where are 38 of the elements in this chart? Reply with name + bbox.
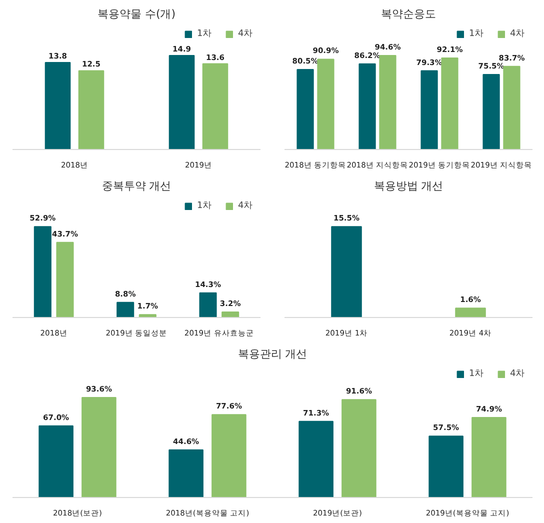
bar xyxy=(44,62,71,150)
legend-label: 4차 xyxy=(238,28,254,40)
bar xyxy=(298,420,334,498)
bar xyxy=(168,449,204,498)
legend-label: 1차 xyxy=(469,368,485,380)
legend-label: 4차 xyxy=(238,200,254,212)
chart-title: 복약순응도 xyxy=(381,8,436,20)
legend-label: 1차 xyxy=(197,28,213,40)
bar xyxy=(503,66,520,150)
chart-title: 복용관리 개선 xyxy=(238,348,308,360)
bar xyxy=(482,74,500,150)
bar xyxy=(317,58,334,150)
bar xyxy=(199,292,217,318)
bar xyxy=(222,312,240,318)
bar xyxy=(212,414,246,498)
bar xyxy=(34,226,52,318)
bar xyxy=(116,302,134,318)
chart-title: 복용방법 개선 xyxy=(374,180,444,192)
bar xyxy=(342,399,376,498)
bar xyxy=(202,63,228,150)
legend-label: 1차 xyxy=(197,200,213,212)
legend-label: 4차 xyxy=(510,368,526,380)
bar xyxy=(56,242,74,318)
bar xyxy=(472,416,506,498)
bar xyxy=(168,55,195,150)
bar xyxy=(420,70,438,150)
bar xyxy=(296,69,314,150)
bar xyxy=(428,436,464,498)
bar xyxy=(358,63,376,150)
legend-label: 4차 xyxy=(510,28,526,40)
bar xyxy=(82,397,116,498)
chart-title: 복용약물 수(개) xyxy=(97,8,176,20)
chart-title: 중복투약 개선 xyxy=(102,180,172,192)
bar xyxy=(441,58,458,150)
bar xyxy=(379,55,396,150)
bar xyxy=(38,425,74,498)
bar xyxy=(78,70,104,150)
legend-label: 1차 xyxy=(469,28,485,40)
